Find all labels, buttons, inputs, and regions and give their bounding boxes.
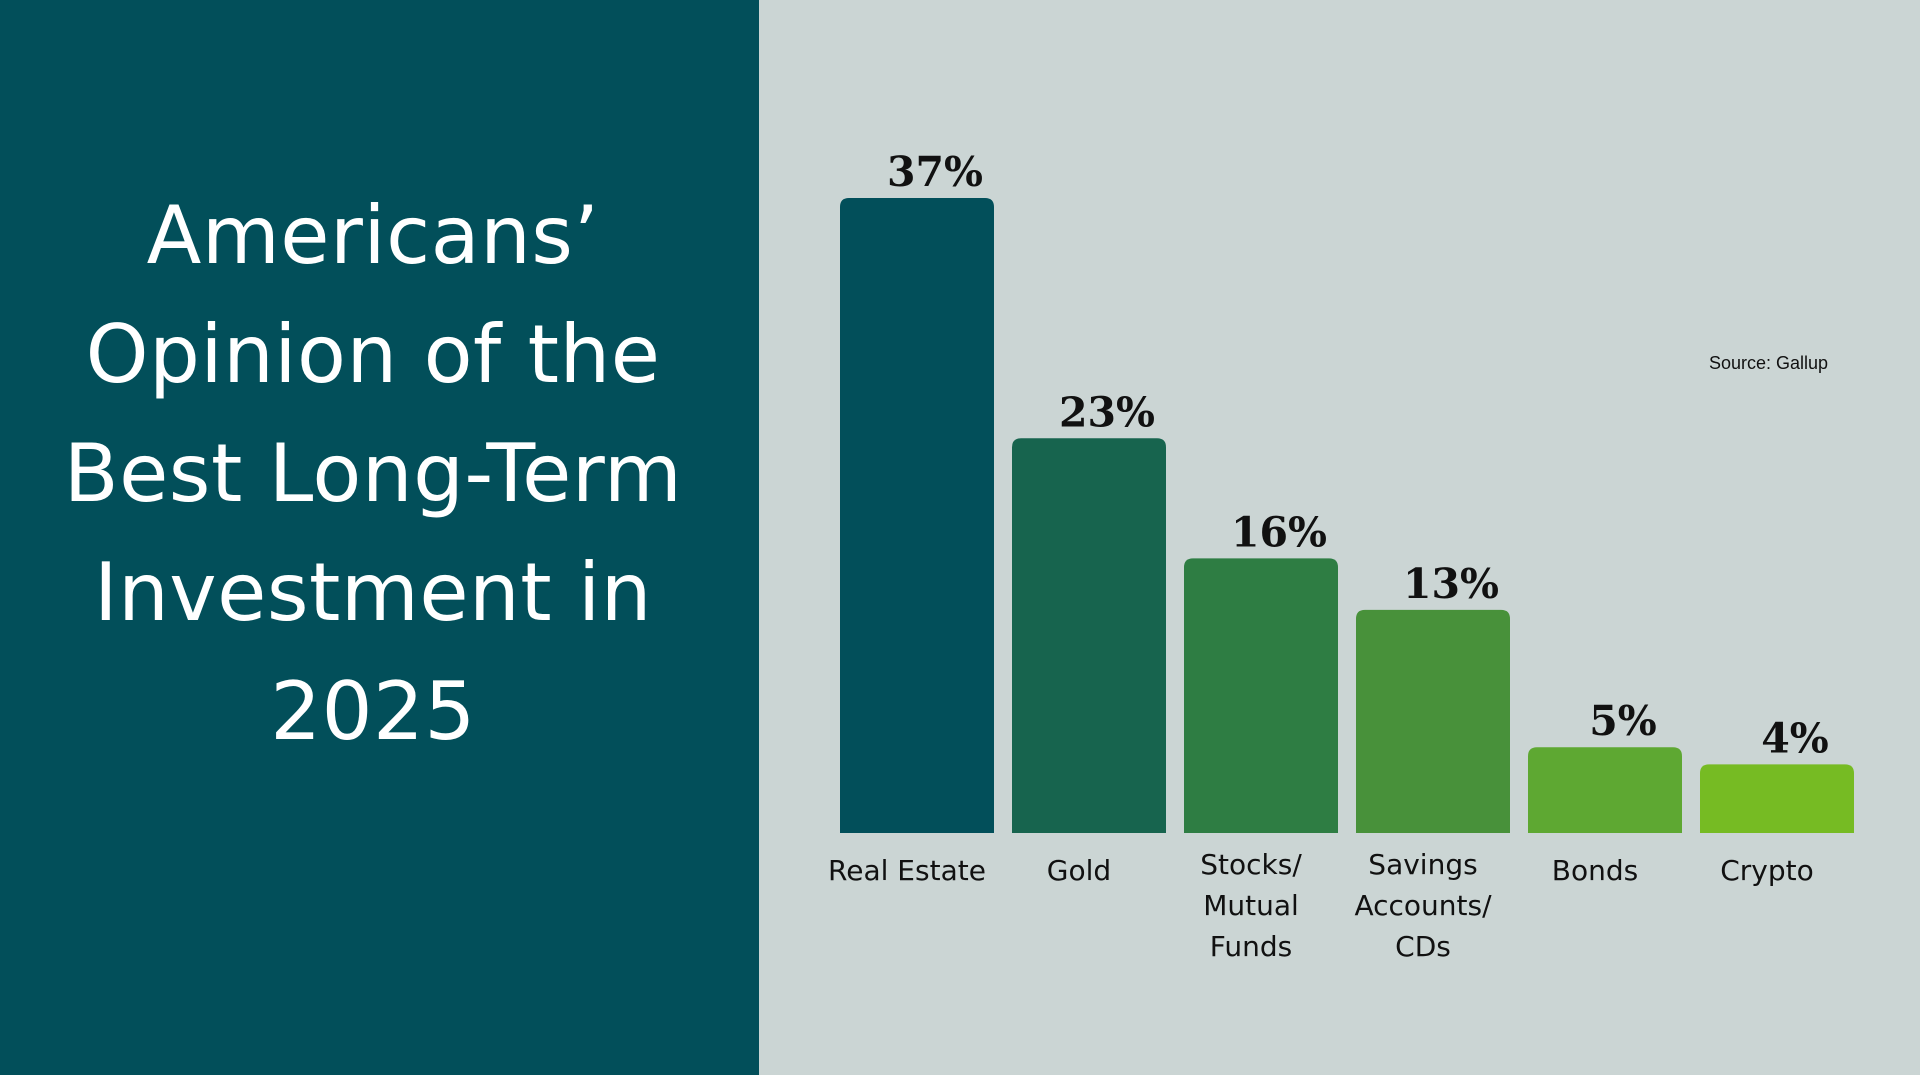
value-label-real-estate: 37% <box>887 148 983 196</box>
bar-bonds <box>1528 747 1682 833</box>
category-label-savings-accounts-cds: Savings Accounts/CDs <box>1354 848 1492 963</box>
source-note: Source: Gallup <box>1709 353 1829 373</box>
bar-real-estate <box>840 198 994 833</box>
category-label-stocks-mutual-funds: Stocks/Mutual Funds <box>1200 848 1302 963</box>
value-label-savings-accounts-cds: 13% <box>1403 560 1499 608</box>
value-label-gold: 23% <box>1059 388 1155 436</box>
bar-stocks-mutual-funds <box>1184 558 1338 833</box>
bar-gold <box>1012 438 1166 833</box>
bar-crypto <box>1700 764 1854 833</box>
category-label-crypto: Crypto <box>1720 854 1814 887</box>
title-panel: Americans’ Opinion of the Best Long-Term… <box>0 0 759 1075</box>
chart-title: Americans’ Opinion of the Best Long-Term… <box>63 189 683 758</box>
bar-savings-accounts-cds <box>1356 609 1510 833</box>
value-label-bonds: 5% <box>1589 697 1657 745</box>
value-label-crypto: 4% <box>1761 714 1829 762</box>
value-label-stocks-mutual-funds: 16% <box>1231 508 1327 556</box>
category-label-gold: Gold <box>1047 854 1111 887</box>
category-label-bonds: Bonds <box>1552 854 1638 887</box>
bars-group <box>840 198 1854 833</box>
category-label-real-estate: Real Estate <box>828 854 986 887</box>
category-labels-group: Real Estate Gold Stocks/Mutual Funds Savings… <box>828 848 1814 963</box>
value-labels-group: 37% 23% 16% 13% 5% 4% <box>887 148 1829 762</box>
